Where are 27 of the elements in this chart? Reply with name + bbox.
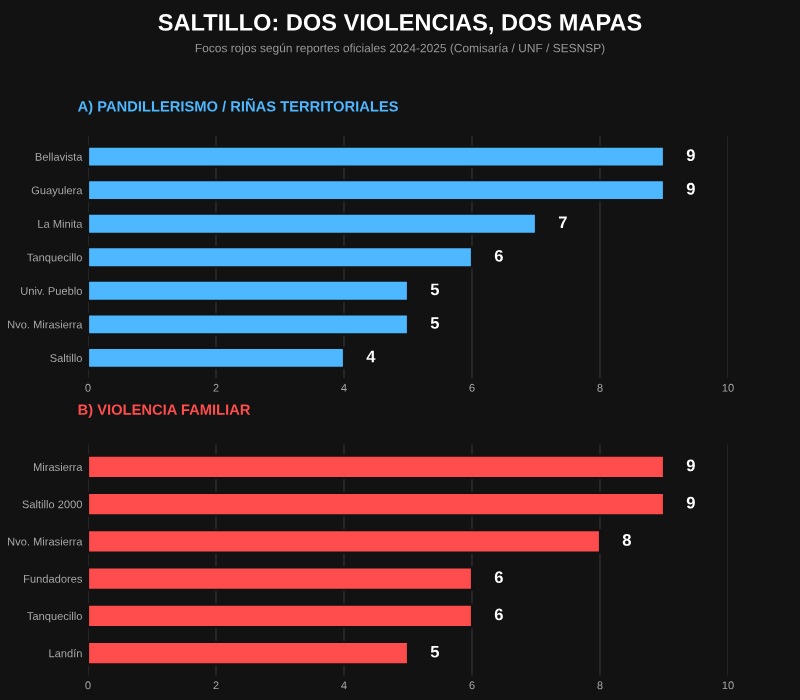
data-label: 6 bbox=[494, 608, 503, 621]
bar bbox=[88, 279, 410, 302]
bar bbox=[88, 454, 666, 480]
data-label: 5 bbox=[430, 645, 440, 658]
data-label: 9 bbox=[686, 182, 695, 195]
data-label: 6 bbox=[494, 571, 503, 584]
data-label: 4 bbox=[366, 350, 376, 363]
bar bbox=[88, 212, 538, 235]
bar bbox=[88, 145, 666, 168]
data-label: 7 bbox=[558, 216, 567, 229]
bar bbox=[88, 246, 474, 269]
bar bbox=[88, 178, 666, 202]
data-label: 9 bbox=[686, 149, 695, 162]
bar bbox=[88, 640, 410, 666]
bar bbox=[88, 313, 410, 336]
bar bbox=[88, 566, 474, 591]
data-label: 9 bbox=[686, 459, 695, 472]
data-label: 9 bbox=[686, 496, 695, 509]
bar bbox=[88, 529, 602, 554]
data-label: 5 bbox=[430, 283, 440, 296]
bar bbox=[88, 603, 474, 629]
bar bbox=[88, 491, 666, 517]
bar bbox=[88, 346, 346, 370]
data-label: 5 bbox=[430, 317, 440, 329]
data-label: 8 bbox=[622, 534, 631, 546]
data-label: 6 bbox=[494, 249, 503, 262]
chart-title: SALTILLO: DOS VIOLENCIAS, DOS MAPAS bbox=[158, 14, 642, 35]
